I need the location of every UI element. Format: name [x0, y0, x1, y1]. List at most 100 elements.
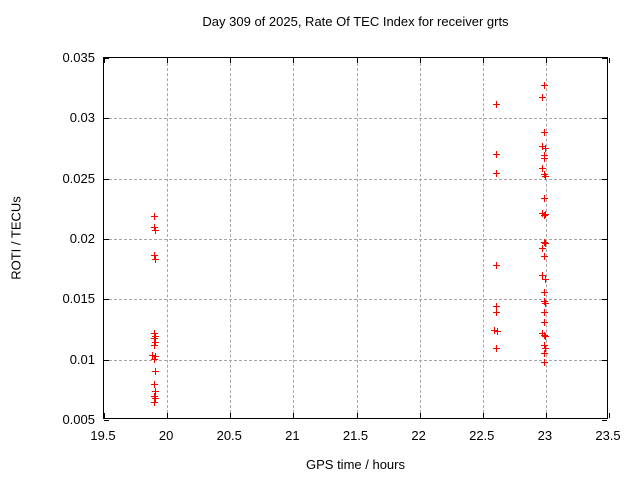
x-tick-mark — [104, 413, 105, 418]
y-tick-mark — [602, 299, 607, 301]
data-point-marker — [541, 173, 549, 181]
data-point-marker — [150, 224, 158, 232]
data-point-marker — [150, 342, 158, 350]
data-point-marker — [492, 150, 500, 158]
y-tick-mark — [104, 299, 109, 301]
x-gridline — [293, 58, 295, 418]
x-tick-mark — [482, 413, 484, 418]
data-point-marker — [492, 302, 500, 310]
data-point-marker — [491, 326, 499, 334]
data-point-marker — [541, 332, 549, 340]
plot-area — [103, 57, 610, 421]
data-point-marker — [540, 342, 548, 350]
data-point-marker — [151, 367, 159, 375]
x-tick-label: 21 — [285, 428, 300, 443]
data-point-marker — [150, 335, 158, 343]
data-point-marker — [539, 209, 547, 217]
x-gridline — [356, 58, 358, 418]
x-gridline — [482, 58, 484, 418]
data-point-marker — [151, 395, 159, 403]
x-tick-mark — [293, 58, 295, 63]
x-tick-label: 23.5 — [595, 428, 621, 443]
data-point-marker — [540, 151, 548, 159]
y-tick-label: 0.02 — [69, 231, 95, 246]
x-tick-mark — [419, 58, 421, 63]
x-tick-mark — [545, 58, 547, 63]
data-point-marker — [151, 332, 159, 340]
data-point-marker — [492, 261, 500, 269]
y-gridline — [104, 299, 607, 301]
data-point-marker — [151, 388, 159, 396]
x-gridline — [230, 58, 232, 418]
y-tick-mark — [104, 58, 109, 59]
x-gridline — [545, 58, 547, 418]
data-point-marker — [540, 238, 548, 246]
y-tick-mark — [104, 118, 109, 120]
data-point-marker — [150, 330, 158, 338]
data-point-marker — [540, 171, 548, 179]
data-point-marker — [540, 128, 548, 136]
data-point-marker — [540, 319, 548, 327]
data-point-marker — [540, 212, 548, 220]
y-tick-label: 0.01 — [69, 351, 95, 367]
x-tick-mark — [545, 413, 547, 418]
data-point-marker — [541, 144, 549, 152]
x-tick-mark — [167, 413, 169, 418]
data-point-marker — [541, 239, 549, 247]
data-point-marker — [539, 143, 547, 151]
x-tick-mark — [293, 413, 295, 418]
data-point-marker — [540, 359, 548, 367]
data-point-marker — [493, 327, 501, 335]
y-tick-mark — [602, 420, 607, 421]
x-tick-label: 22 — [411, 428, 426, 443]
x-gridline — [419, 58, 421, 418]
x-tick-mark — [230, 413, 232, 418]
data-point-marker — [492, 169, 500, 177]
y-tick-label: 0.015 — [62, 291, 95, 307]
data-point-marker — [540, 81, 548, 89]
x-tick-mark — [356, 413, 358, 418]
data-point-marker — [150, 213, 158, 221]
x-tick-label: 20 — [158, 428, 174, 443]
y-tick-mark — [602, 118, 607, 120]
y-gridline — [104, 359, 607, 361]
y-tick-mark — [104, 178, 109, 180]
data-point-marker — [541, 210, 549, 218]
data-point-marker — [539, 165, 547, 172]
y-gridline — [104, 178, 607, 180]
y-gridline — [104, 239, 607, 240]
y-gridline — [104, 118, 607, 120]
x-tick-label: 21.5 — [342, 428, 369, 443]
data-point-marker — [151, 338, 159, 346]
data-point-marker — [540, 349, 548, 357]
y-tick-mark — [104, 359, 109, 361]
data-point-marker — [151, 226, 159, 234]
data-point-marker — [540, 253, 548, 261]
y-tick-label: 0.03 — [69, 110, 95, 126]
data-point-marker — [540, 331, 548, 339]
data-point-marker — [539, 330, 547, 338]
data-point-marker — [541, 300, 549, 308]
data-point-marker — [150, 251, 158, 259]
x-axis-title: GPS time / hours — [306, 457, 405, 472]
x-tick-mark — [167, 58, 169, 63]
y-tick-mark — [602, 359, 607, 361]
x-tick-mark — [356, 58, 358, 63]
x-tick-mark — [482, 58, 484, 63]
y-tick-label: 0.025 — [62, 170, 95, 186]
data-point-marker — [540, 195, 548, 203]
y-tick-mark — [602, 58, 607, 59]
data-point-marker — [539, 93, 547, 101]
data-point-marker — [541, 344, 549, 352]
data-point-marker — [492, 344, 500, 352]
x-tick-label: 23 — [537, 428, 553, 443]
x-tick-mark — [609, 413, 610, 418]
x-tick-mark — [104, 58, 105, 63]
data-point-marker — [150, 399, 158, 407]
x-tick-label: 22.5 — [469, 428, 495, 443]
data-point-marker — [492, 308, 500, 316]
x-gridline — [167, 58, 169, 418]
y-tick-label: 0.005 — [62, 412, 95, 427]
x-tick-label: 20.5 — [216, 428, 242, 443]
